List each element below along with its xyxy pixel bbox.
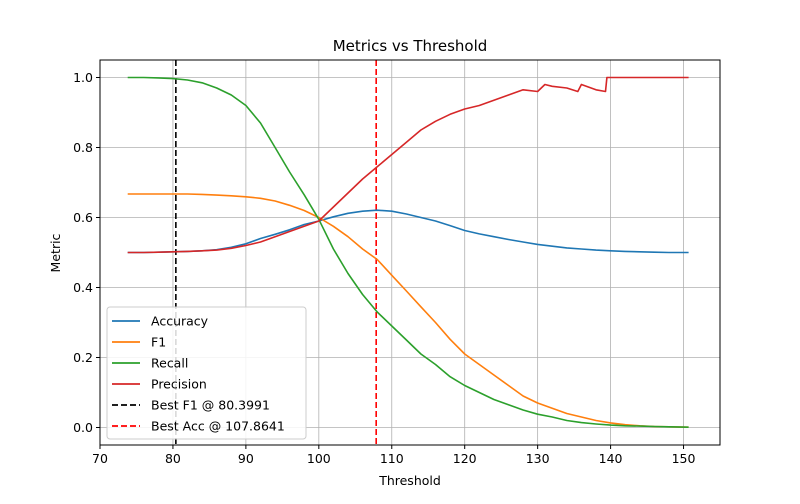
legend-label: Precision <box>151 377 207 392</box>
x-tick-label: 120 <box>453 451 477 466</box>
x-axis-label: Threshold <box>378 473 441 488</box>
y-axis-label: Metric <box>48 233 63 272</box>
series-line-precision <box>127 76 689 254</box>
series-layer <box>127 76 689 428</box>
x-tick-label: 100 <box>307 451 331 466</box>
y-tick-label: 0.8 <box>73 140 93 155</box>
legend-label: Recall <box>151 356 188 371</box>
legend-box <box>106 306 307 440</box>
y-tick-label: 0.2 <box>73 350 93 365</box>
legend-label: Best Acc @ 107.8641 <box>151 419 285 434</box>
chart-title: Metrics vs Threshold <box>333 37 488 55</box>
y-tick-label: 1.0 <box>73 70 93 85</box>
x-tick-label: 90 <box>238 451 254 466</box>
x-tick-label: 140 <box>599 451 623 466</box>
legend: Accuracy F1 Recall Precision Best F1 @ 80.39… <box>106 306 307 440</box>
series-line-f1 <box>127 193 689 428</box>
x-tick-label: 130 <box>526 451 550 466</box>
series-line-recall <box>127 76 689 428</box>
legend-label: Best F1 @ 80.3991 <box>151 398 270 413</box>
grid-layer <box>99 60 720 445</box>
x-axis-ticks: 70 80 90 100 110 120 130 140 150 <box>92 445 696 466</box>
y-axis-ticks: 0.0 0.2 0.4 0.6 0.8 1.0 <box>73 70 100 435</box>
x-tick-label: 70 <box>92 451 108 466</box>
legend-label: F1 <box>151 335 166 350</box>
plot-frame <box>99 59 721 446</box>
x-tick-label: 150 <box>672 451 696 466</box>
y-tick-label: 0.6 <box>73 210 93 225</box>
x-tick-label: 80 <box>165 451 181 466</box>
x-tick-label: 110 <box>380 451 404 466</box>
legend-label: Accuracy <box>151 314 209 329</box>
y-tick-label: 0.0 <box>73 420 93 435</box>
y-tick-label: 0.4 <box>73 280 93 295</box>
